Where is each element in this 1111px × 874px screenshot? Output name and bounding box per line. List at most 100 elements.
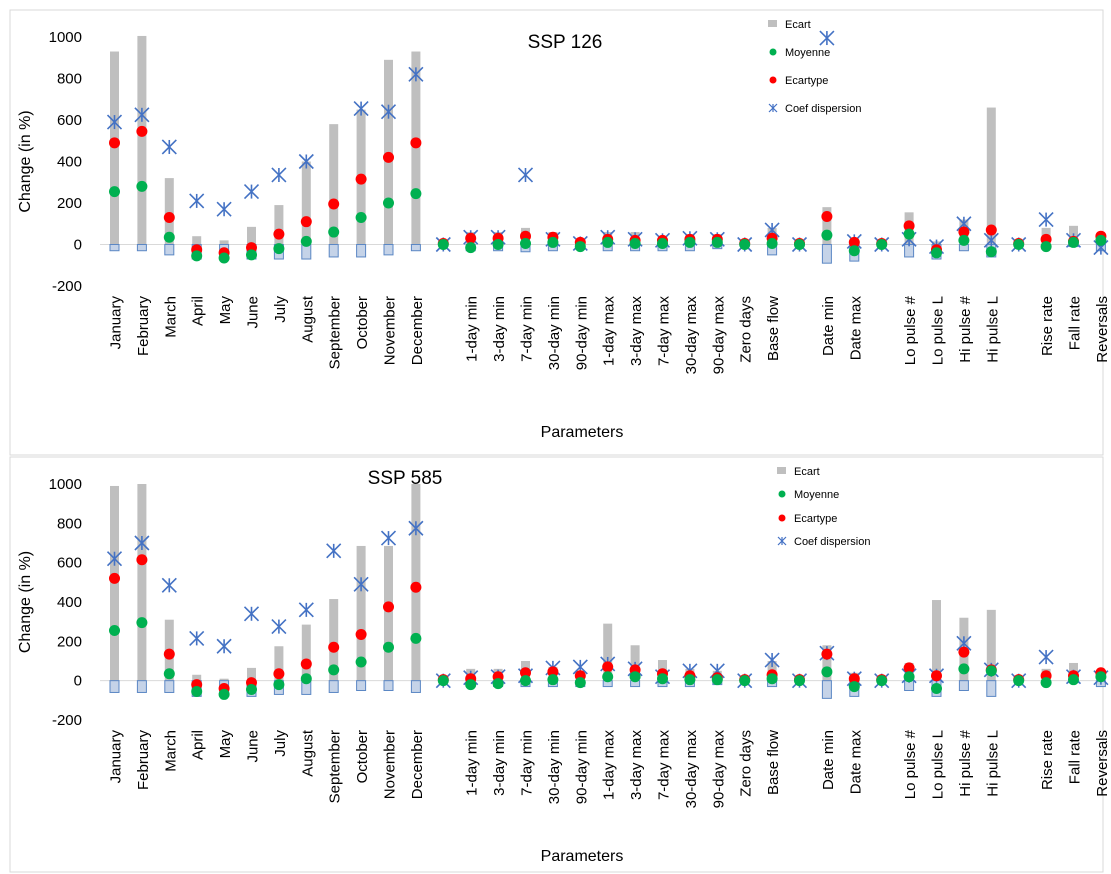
ecartype-point <box>328 198 340 210</box>
x-tick-label: August <box>299 295 316 343</box>
x-tick-label: Zero days <box>738 296 755 363</box>
moyenne-point <box>766 673 778 685</box>
x-tick-label: January <box>108 296 125 350</box>
moyenne-point <box>931 247 942 259</box>
moyenne-point <box>328 664 340 676</box>
ecart-bar-negative <box>328 680 339 693</box>
moyenne-point <box>191 250 203 262</box>
ecartype-point <box>109 572 120 584</box>
moyenne-point <box>876 675 888 687</box>
coef-dispersion-point <box>161 139 177 155</box>
moyenne-point <box>1095 234 1107 246</box>
ecartype-point <box>903 662 915 674</box>
x-tick-label: February <box>135 296 152 357</box>
x-tick-label: October <box>354 730 371 783</box>
moyenne-point <box>903 671 915 683</box>
y-tick-label: 800 <box>57 515 82 532</box>
ecart-bar-negative <box>821 680 832 699</box>
legend-swatch-ecartype <box>778 514 786 522</box>
coef-dispersion-point <box>189 193 205 209</box>
ecart-bar-positive <box>822 207 832 245</box>
coef-dispersion-point <box>134 107 150 123</box>
x-tick-label: 30-day min <box>546 296 563 370</box>
moyenne-point <box>821 666 833 678</box>
x-axis-label: Parameters <box>541 424 624 441</box>
ecartype-point <box>931 670 942 682</box>
ecart-bar-positive <box>274 646 284 681</box>
x-tick-label: 3-day max <box>628 296 645 367</box>
ecart-bar-positive <box>192 674 202 681</box>
moyenne-point <box>684 674 696 686</box>
moyenne-point <box>1040 677 1052 689</box>
ecartype-point <box>465 232 477 244</box>
ecartype-point <box>848 236 860 248</box>
ecart-bar-negative <box>383 680 394 692</box>
x-tick-label: Zero days <box>738 730 755 797</box>
moyenne-point <box>410 188 422 200</box>
x-tick-label: 7-day min <box>519 730 536 796</box>
moyenne-point <box>876 239 888 250</box>
moyenne-point <box>218 688 230 700</box>
ecart-bar-negative <box>904 244 915 258</box>
ecart-bar-positive <box>137 484 147 681</box>
ecartype-point <box>410 581 422 593</box>
legend-swatch-ecart <box>777 467 786 474</box>
coef-dispersion-point <box>1038 649 1054 665</box>
y-tick-label: -200 <box>52 278 82 295</box>
x-tick-label: August <box>299 729 316 777</box>
coef-dispersion-point <box>326 543 342 559</box>
moyenne-point <box>657 237 668 249</box>
ecart-bar-negative <box>383 244 394 256</box>
ecart-bar-positive <box>603 623 613 681</box>
moyenne-point <box>629 237 641 249</box>
coef-dispersion-point <box>216 201 232 217</box>
coef-dispersion-point <box>243 184 260 200</box>
ecartype-point <box>958 646 970 658</box>
x-tick-label: 30-day min <box>546 730 563 804</box>
y-tick-label: 600 <box>57 112 82 129</box>
ecartype-point <box>821 648 833 660</box>
ecartype-point <box>163 648 175 660</box>
moyenne-point <box>794 239 805 250</box>
x-tick-label: Lo pulse # <box>902 295 919 365</box>
ecart-bar-positive <box>219 240 229 245</box>
coef-dispersion-point <box>298 153 314 170</box>
coef-dispersion-point <box>298 602 314 618</box>
legend-swatch-moyenne <box>778 490 786 498</box>
coef-dispersion-point <box>819 30 835 46</box>
chart-title: SSP 126 <box>528 32 603 53</box>
legend-label: Moyenne <box>785 47 830 59</box>
chart-title: SSP 585 <box>368 468 443 489</box>
chart-panel-1: -200 0 200 400 600 800 1000 Change (in %) SSP 12… <box>9 9 1111 456</box>
ecart-bar-negative <box>356 244 367 258</box>
ecart-bar-positive <box>932 600 941 681</box>
y-tick-label: -200 <box>52 712 82 729</box>
x-tick-label: Rise rate <box>1039 730 1056 790</box>
x-tick-label: 1-day min <box>464 296 481 362</box>
x-tick-label: May <box>217 296 234 325</box>
x-tick-label: September <box>327 730 344 803</box>
moyenne-point <box>437 675 449 687</box>
coef-dispersion-point <box>189 630 205 646</box>
x-tick-label: 3-day min <box>491 730 508 796</box>
x-tick-label: Date max <box>847 730 864 795</box>
moyenne-point <box>657 673 668 685</box>
x-tick-label: June <box>245 296 262 329</box>
ecart-bar-negative <box>958 680 969 692</box>
x-tick-label: Reversals <box>1094 296 1111 363</box>
x-tick-label: 30-day max <box>683 730 700 809</box>
legend-label: Ecartype <box>785 75 828 87</box>
x-tick-label: 7-day max <box>656 730 673 801</box>
moyenne-point <box>629 671 641 683</box>
ecart-bar-negative <box>164 244 175 256</box>
coef-dispersion-point <box>161 577 177 593</box>
moyenne-point <box>739 675 751 687</box>
coef-dispersion-point <box>216 638 232 654</box>
x-tick-label: December <box>409 730 426 799</box>
ecart-bar-positive <box>301 161 311 245</box>
moyenne-point <box>410 632 422 644</box>
ecartype-point <box>958 226 970 238</box>
x-tick-label: Lo pulse # <box>902 729 919 799</box>
moyenne-point <box>1095 671 1107 683</box>
